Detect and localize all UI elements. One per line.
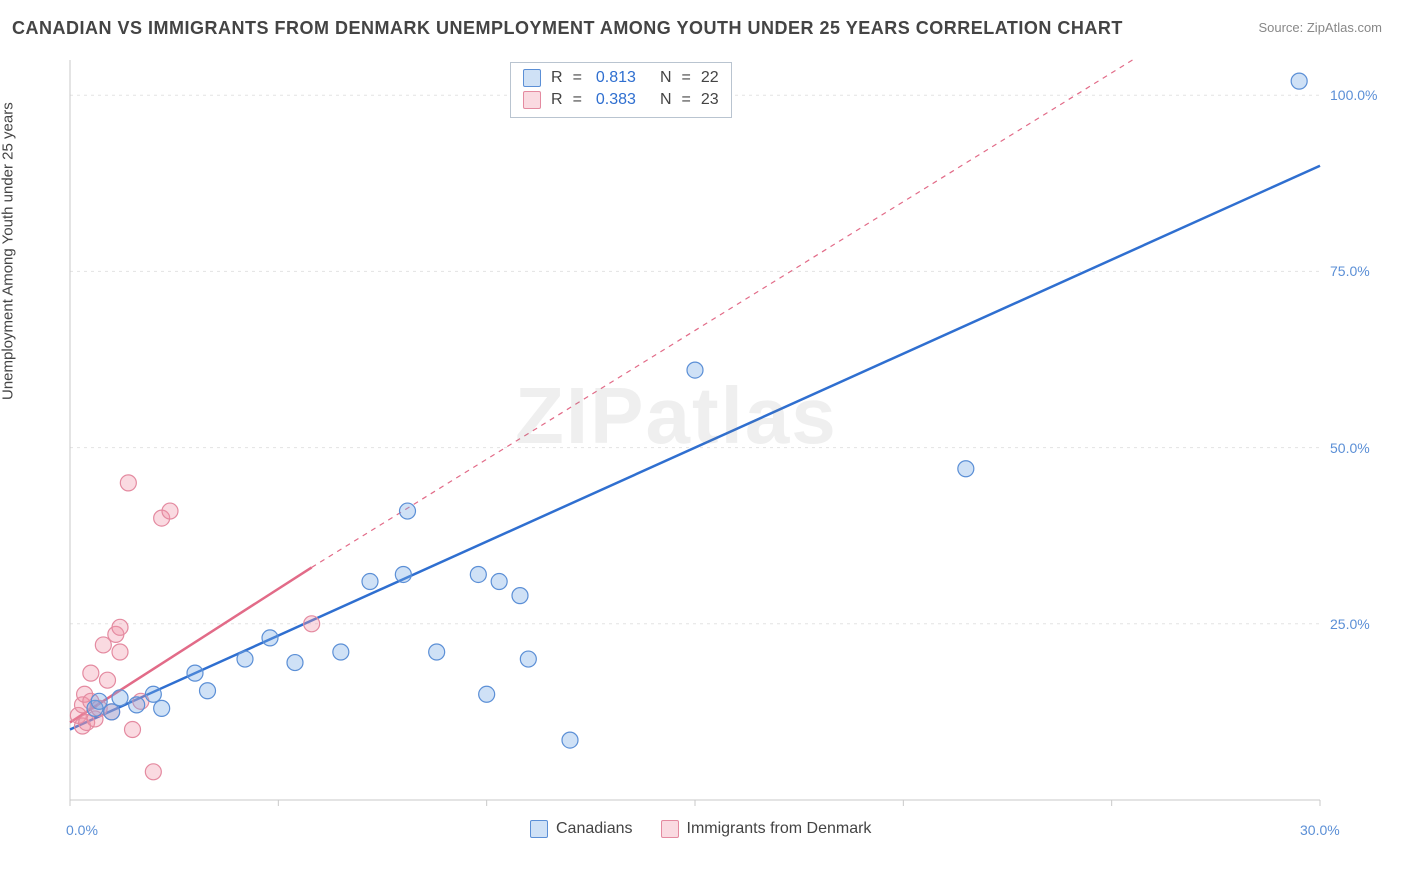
label-eq: = [573,69,582,87]
y-tick-label: 50.0% [1330,440,1370,456]
chart-title: CANADIAN VS IMMIGRANTS FROM DENMARK UNEM… [12,18,1123,39]
stat-r-canadians: 0.813 [596,69,636,87]
legend-label-canadians: Canadians [556,820,633,838]
correlation-stats-box: R = 0.813 N = 22 R = 0.383 N = 23 [510,62,732,118]
legend-swatch-denmark [661,820,679,838]
scatter-chart [50,50,1380,840]
stat-r-denmark: 0.383 [596,91,636,109]
label-N: N [660,69,672,87]
label-N: N [660,91,672,109]
stat-n-canadians: 22 [701,69,719,87]
legend-swatch-canadians [530,820,548,838]
y-tick-label: 75.0% [1330,263,1370,279]
y-tick-label: 100.0% [1330,87,1377,103]
swatch-denmark [523,91,541,109]
x-tick-label: 0.0% [66,822,98,838]
plot-area: ZIPatlas R = 0.813 N = 22 R = 0.383 N = … [50,50,1380,840]
legend-item-denmark: Immigrants from Denmark [661,820,872,838]
x-tick-label: 30.0% [1300,822,1340,838]
y-tick-label: 25.0% [1330,616,1370,632]
label-eq: = [682,91,691,109]
stat-n-denmark: 23 [701,91,719,109]
label-eq: = [682,69,691,87]
label-R: R [551,69,563,87]
stats-row-denmark: R = 0.383 N = 23 [523,89,719,111]
label-R: R [551,91,563,109]
legend-label-denmark: Immigrants from Denmark [687,820,872,838]
label-eq: = [573,91,582,109]
stats-row-canadians: R = 0.813 N = 22 [523,67,719,89]
legend: Canadians Immigrants from Denmark [530,820,871,838]
source-attribution: Source: ZipAtlas.com [1258,20,1382,35]
y-axis-label: Unemployment Among Youth under 25 years [0,102,17,400]
legend-item-canadians: Canadians [530,820,633,838]
swatch-canadians [523,69,541,87]
